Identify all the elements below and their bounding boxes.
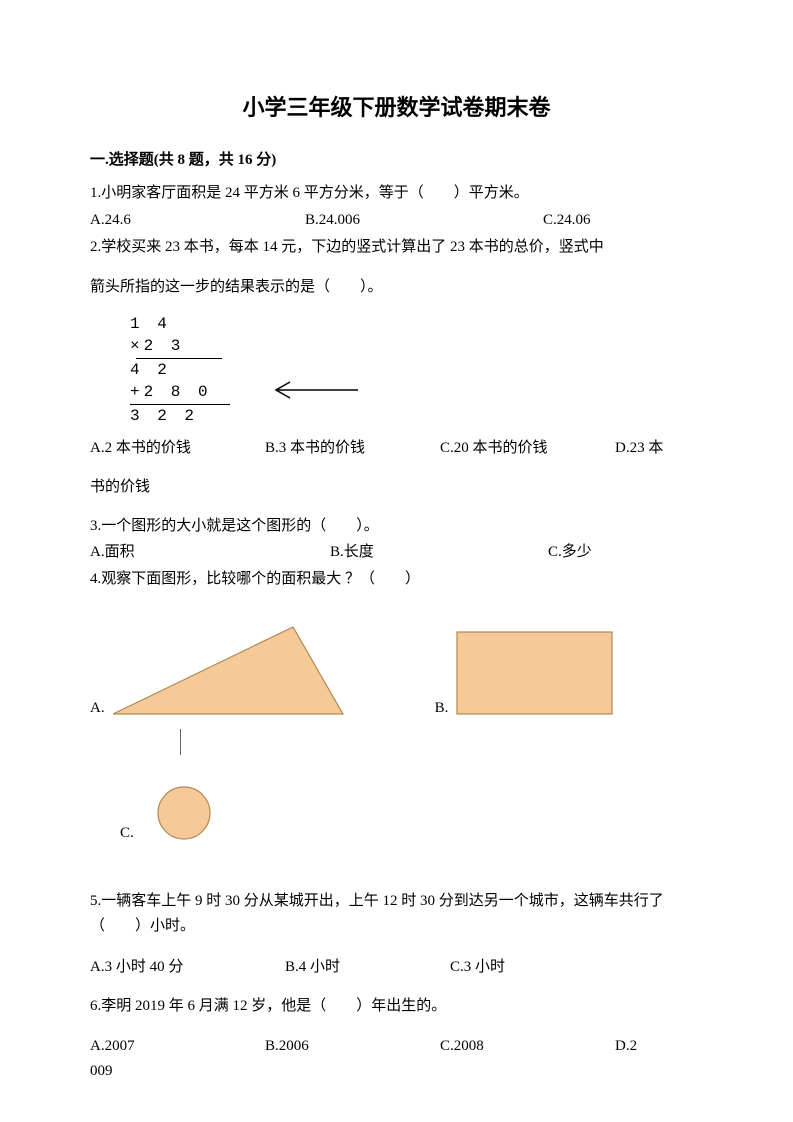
q2-options: A.2 本书的价钱 B.3 本书的价钱 C.20 本书的价钱 D.23 本 (90, 436, 703, 461)
q5-option-c: C.3 小时 (450, 955, 703, 980)
q1-option-c: C.24.06 (543, 208, 703, 233)
calc-line-5: 3 2 2 (130, 406, 198, 428)
q3-option-c: C.多少 (548, 540, 703, 565)
q2-option-c: C.20 本书的价钱 (440, 436, 615, 461)
q2-option-d-part1: D.23 本 (615, 436, 703, 461)
calc-rule-1 (136, 358, 222, 359)
section-1-header: 一.选择题(共 8 题，共 16 分) (90, 148, 703, 173)
calc-line-1: 1 4 (130, 314, 171, 336)
q6-options: A.2007 B.2006 C.2008 D.2 (90, 1034, 703, 1059)
q3-option-a: A.面积 (90, 540, 330, 565)
rectangle-shape (456, 631, 614, 725)
q1-text: 1.小明家客厅面积是 24 平方米 6 平方分米，等于（ ）平方米。 (90, 181, 703, 206)
q6-option-d-part1: D.2 (615, 1034, 703, 1059)
q4-label-b: B. (435, 696, 449, 725)
q5-option-a: A.3 小时 40 分 (90, 955, 285, 980)
q1-options: A.24.6 B.24.006 C.24.06 (90, 208, 703, 233)
q2-vertical-calculation: 1 4 ×2 3 4 2 +2 8 0 3 2 2 (130, 314, 703, 428)
q5-text: 5.一辆客车上午 9 时 30 分从某城开出，上午 12 时 30 分到达另一个… (90, 889, 703, 939)
q3-text: 3.一个图形的大小就是这个图形的（ ）。 (90, 514, 703, 539)
calc-line-2: ×2 3 (130, 336, 184, 358)
q3-option-b: B.长度 (330, 540, 548, 565)
q4-shapes-row-1: A. B. (90, 622, 703, 725)
q2-option-b: B.3 本书的价钱 (265, 436, 440, 461)
q2-option-a: A.2 本书的价钱 (90, 436, 265, 461)
q2-text-1: 2.学校买来 23 本书，每本 14 元，下边的竖式计算出了 23 本书的总价，… (90, 235, 703, 260)
q5-options: A.3 小时 40 分 B.4 小时 C.3 小时 (90, 955, 703, 980)
q3-options: A.面积 B.长度 C.多少 (90, 540, 703, 565)
q4-label-c: C. (120, 821, 134, 850)
q2-text-2: 箭头所指的这一步的结果表示的是（ ）。 (90, 275, 703, 300)
q6-option-b: B.2006 (265, 1034, 440, 1059)
q1-option-b: B.24.006 (305, 208, 543, 233)
q4-shapes-row-2: C. (120, 785, 703, 850)
q6-option-d-part2: 009 (90, 1059, 703, 1084)
page-title: 小学三年级下册数学试卷期末卷 (90, 90, 703, 126)
q6-option-a: A.2007 (90, 1034, 265, 1059)
calc-line-3: 4 2 (130, 360, 171, 382)
q6-text: 6.李明 2019 年 6 月满 12 岁，他是（ ）年出生的。 (90, 994, 703, 1019)
q5-option-b: B.4 小时 (285, 955, 450, 980)
calc-rule-2 (130, 404, 230, 405)
arrow-left-icon (270, 380, 360, 400)
q6-option-c: C.2008 (440, 1034, 615, 1059)
q4-text: 4.观察下面图形，比较哪个的面积最大 ？（ ） (90, 567, 703, 592)
q4-divider (180, 729, 703, 755)
q4-label-a: A. (90, 696, 105, 725)
circle-shape (156, 785, 212, 850)
calc-line-4: +2 8 0 (130, 382, 212, 404)
triangle-shape (113, 622, 345, 725)
q2-option-d-part2: 书的价钱 (90, 475, 703, 500)
q1-option-a: A.24.6 (90, 208, 305, 233)
